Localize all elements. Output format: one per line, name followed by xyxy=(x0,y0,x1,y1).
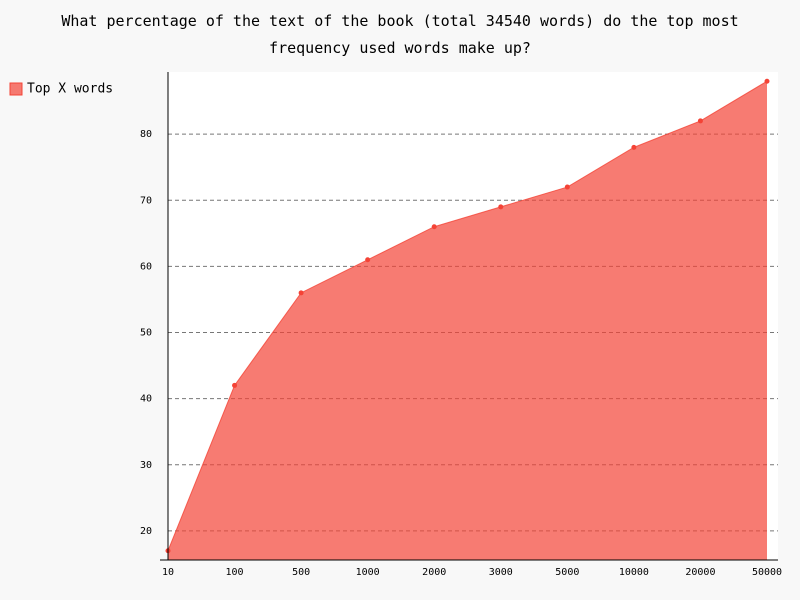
data-point xyxy=(697,118,703,124)
x-tick-label: 1000 xyxy=(356,567,380,578)
data-point xyxy=(431,224,437,230)
data-point xyxy=(631,144,637,150)
x-tick-label: 5000 xyxy=(555,567,579,578)
legend-swatch xyxy=(9,82,23,96)
y-tick-label: 20 xyxy=(140,526,152,537)
x-tick-label: 2000 xyxy=(422,567,446,578)
y-tick-label: 70 xyxy=(140,195,152,206)
data-point xyxy=(232,382,238,388)
y-tick-label: 50 xyxy=(140,328,152,339)
y-tick-label: 80 xyxy=(140,129,152,140)
area xyxy=(168,81,767,561)
x-tick-label: 20000 xyxy=(685,567,715,578)
x-tick-label: 100 xyxy=(226,567,244,578)
legend-label: Top X words xyxy=(27,82,113,97)
y-tick-label: 60 xyxy=(140,261,152,272)
x-tick-label: 3000 xyxy=(489,567,513,578)
x-tick-label: 500 xyxy=(292,567,310,578)
x-tick-label: 10000 xyxy=(619,567,649,578)
line xyxy=(167,80,768,551)
y-tick-label: 40 xyxy=(140,394,152,405)
chart-title: What percentage of the text of the book … xyxy=(61,12,739,57)
x-tick-label: 10 xyxy=(162,567,174,578)
data-point xyxy=(365,257,371,263)
data-point xyxy=(298,290,304,296)
data-point xyxy=(764,78,770,84)
data-point xyxy=(498,204,504,210)
y-tick-label: 30 xyxy=(140,460,152,471)
data-point xyxy=(564,184,570,190)
x-tick-label: 50000 xyxy=(752,567,782,578)
